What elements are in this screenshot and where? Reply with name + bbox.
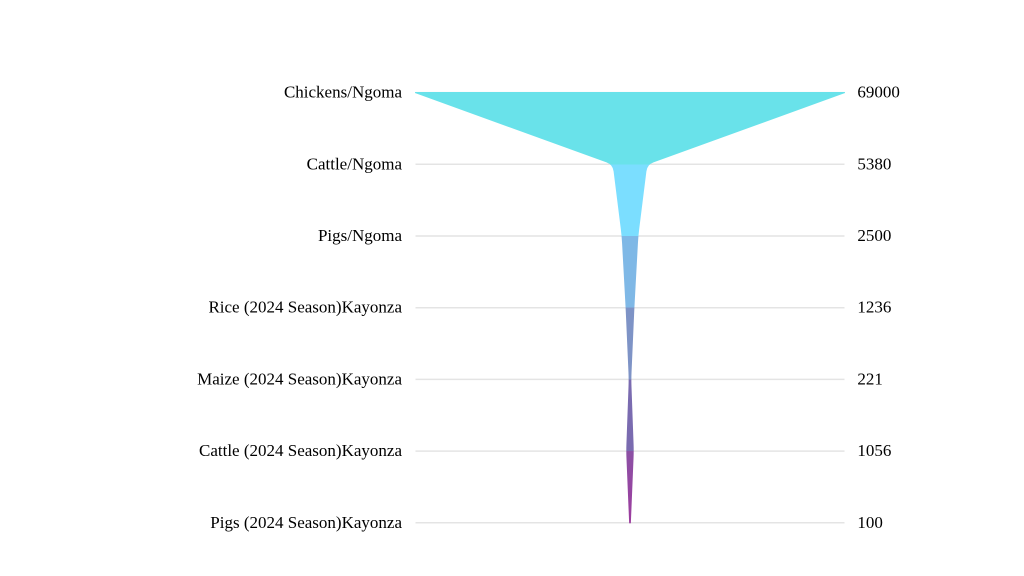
svg-text:Cattle/Ngoma: Cattle/Ngoma — [307, 154, 403, 173]
svg-text:100: 100 — [857, 513, 883, 532]
svg-text:221: 221 — [857, 369, 883, 388]
svg-text:1056: 1056 — [857, 441, 891, 460]
svg-text:Pigs (2024 Season)Kayonza: Pigs (2024 Season)Kayonza — [210, 513, 402, 532]
svg-text:69000: 69000 — [857, 83, 900, 102]
svg-text:Maize (2024 Season)Kayonza: Maize (2024 Season)Kayonza — [197, 369, 402, 388]
svg-text:5380: 5380 — [857, 154, 891, 173]
svg-text:2500: 2500 — [857, 226, 891, 245]
svg-text:Pigs/Ngoma: Pigs/Ngoma — [318, 226, 403, 245]
svg-text:Rice (2024 Season)Kayonza: Rice (2024 Season)Kayonza — [208, 298, 402, 317]
svg-text:1236: 1236 — [857, 298, 891, 317]
svg-text:Cattle (2024 Season)Kayonza: Cattle (2024 Season)Kayonza — [199, 441, 402, 460]
svg-text:Chickens/Ngoma: Chickens/Ngoma — [284, 83, 402, 102]
